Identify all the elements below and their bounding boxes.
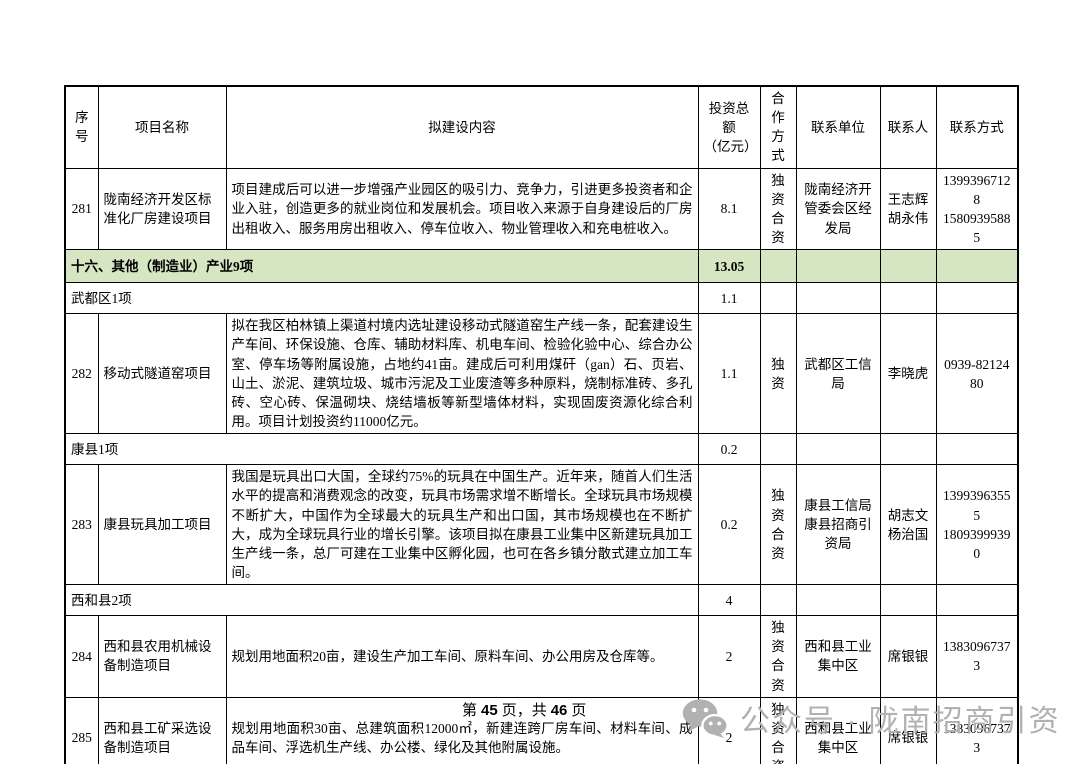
cell-content: 拟在我区柏林镇上渠道村境内选址建设移动式隧道窑生产线一条，配套建设生产车间、环保… — [225, 313, 699, 435]
total-page-number: 46 — [550, 702, 568, 719]
table-row-subsection-kangxian: 康县1项 0.2 — [64, 433, 1019, 466]
cell-no: 282 — [64, 313, 99, 435]
table-row-subsection-xihe: 西和县2项 4 — [64, 584, 1019, 617]
footer-text: 第 — [462, 703, 478, 719]
cell-contact-phone: 13830967373 — [935, 696, 1019, 764]
table-row-section-16: 十六、其他（制造业）产业9项 13.05 — [64, 249, 1019, 284]
cell-cooperation: 独资 — [759, 313, 797, 435]
footer-text: 页 — [571, 703, 587, 719]
page-number-footer: 第 45 页，共 46 页 — [462, 699, 586, 720]
header-cooperation: 合作 方式 — [759, 85, 797, 169]
cell-contact-person: 席银银 — [879, 615, 937, 698]
cell-cooperation: 独资 合资 — [759, 167, 797, 251]
empty-cell — [795, 433, 881, 466]
cell-contact-phone: 0939-8212480 — [935, 313, 1019, 435]
cell-contact-person: 胡志文 杨治国 — [879, 464, 937, 586]
empty-cell — [759, 584, 797, 617]
header-contact-phone: 联系方式 — [935, 85, 1019, 169]
table-row-project-282: 282 移动式隧道窑项目 拟在我区柏林镇上渠道村境内选址建设移动式隧道窑生产线一… — [64, 313, 1019, 435]
cell-no: 283 — [64, 464, 99, 586]
empty-cell — [795, 584, 881, 617]
wechat-watermark: 公众号 · 陇南招商引资 — [682, 696, 1061, 740]
table-row-subsection-wudu: 武都区1项 1.1 — [64, 282, 1019, 315]
cell-contact-phone: 13993967128 15809395885 — [935, 167, 1019, 251]
header-project-name: 项目名称 — [97, 85, 227, 169]
empty-cell — [935, 584, 1019, 617]
cell-contact-unit: 陇南经济开管委会区经发局 — [795, 167, 881, 251]
cell-project-name: 移动式隧道窑项目 — [97, 313, 227, 435]
header-content: 拟建设内容 — [225, 85, 699, 169]
subsection-label: 武都区1项 — [64, 282, 699, 315]
table-row-project-284: 284 西和县农用机械设备制造项目 规划用地面积20亩，建设生产加工车间、原料车… — [64, 615, 1019, 698]
subsection-label: 康县1项 — [64, 433, 699, 466]
cell-contact-unit: 西和县工业集中区 — [795, 615, 881, 698]
cell-contact-person: 李晓虎 — [879, 313, 937, 435]
empty-cell — [879, 249, 937, 284]
section-investment-total: 13.05 — [697, 249, 761, 284]
empty-cell — [935, 249, 1019, 284]
subsection-label: 西和县2项 — [64, 584, 699, 617]
cell-contact-unit: 西和县工业集中区 — [795, 696, 881, 764]
watermark-text: 公众号 · 陇南招商引资 — [740, 705, 1061, 738]
table-header-row: 序号 项目名称 拟建设内容 投资总额 （亿元） 合作 方式 联系单位 联系人 联… — [64, 85, 1019, 169]
cell-contact-person: 王志辉 胡永伟 — [879, 167, 937, 251]
cell-cooperation: 独资 合资 — [759, 615, 797, 698]
cell-contact-unit: 武都区工信局 — [795, 313, 881, 435]
table-row-project-283: 283 康县玩具加工项目 我国是玩具出口大国，全球约75%的玩具在中国生产。近年… — [64, 464, 1019, 586]
cell-project-name: 康县玩具加工项目 — [97, 464, 227, 586]
cell-no: 284 — [64, 615, 99, 698]
current-page-number: 45 — [481, 702, 498, 719]
cell-contact-unit: 康县工信局 康县招商引资局 — [795, 464, 881, 586]
cell-investment: 2 — [697, 615, 761, 698]
empty-cell — [879, 584, 937, 617]
empty-cell — [759, 282, 797, 315]
cell-no: 281 — [64, 167, 99, 251]
empty-cell — [759, 249, 797, 284]
cell-project-name: 西和县工矿采选设备制造项目 — [97, 696, 227, 764]
table-row-project-285: 285 西和县工矿采选设备制造项目 规划用地面积30亩、总建筑面积12000㎡，… — [64, 696, 1019, 764]
cell-content: 项目建成后可以进一步增强产业园区的吸引力、竞争力，引进更多投资者和企业入驻，创造… — [225, 167, 699, 251]
empty-cell — [935, 282, 1019, 315]
subsection-investment: 0.2 — [697, 433, 761, 466]
cell-content: 规划用地面积30亩、总建筑面积12000㎡，新建连跨厂房车间、材料车间、成品车间… — [225, 696, 699, 764]
subsection-investment: 4 — [697, 584, 761, 617]
cell-contact-phone: 13993963555 18093999390 — [935, 464, 1019, 586]
empty-cell — [879, 433, 937, 466]
cell-contact-phone: 13830967373 — [935, 615, 1019, 698]
empty-cell — [759, 433, 797, 466]
wechat-icon — [682, 698, 728, 738]
header-investment: 投资总额 （亿元） — [697, 85, 761, 169]
cell-cooperation: 独资 合资 — [759, 696, 797, 764]
cell-investment: 1.1 — [697, 313, 761, 435]
cell-content: 规划用地面积20亩，建设生产加工车间、原料车间、办公用房及仓库等。 — [225, 615, 699, 698]
footer-text: 页，共 — [501, 703, 547, 719]
cell-project-name: 西和县农用机械设备制造项目 — [97, 615, 227, 698]
cell-investment: 0.2 — [697, 464, 761, 586]
cell-content: 我国是玩具出口大国，全球约75%的玩具在中国生产。近年来，随首人们生活水平的提高… — [225, 464, 699, 586]
cell-investment: 8.1 — [697, 167, 761, 251]
header-contact-unit: 联系单位 — [795, 85, 881, 169]
projects-table: 序号 项目名称 拟建设内容 投资总额 （亿元） 合作 方式 联系单位 联系人 联… — [64, 85, 1019, 764]
cell-no: 285 — [64, 696, 99, 764]
empty-cell — [795, 282, 881, 315]
section-label: 十六、其他（制造业）产业9项 — [64, 249, 699, 284]
empty-cell — [795, 249, 881, 284]
empty-cell — [935, 433, 1019, 466]
table-row-project-281: 281 陇南经济开发区标准化厂房建设项目 项目建成后可以进一步增强产业园区的吸引… — [64, 167, 1019, 251]
cell-cooperation: 独资 合资 — [759, 464, 797, 586]
header-contact-person: 联系人 — [879, 85, 937, 169]
cell-project-name: 陇南经济开发区标准化厂房建设项目 — [97, 167, 227, 251]
subsection-investment: 1.1 — [697, 282, 761, 315]
header-no: 序号 — [64, 85, 99, 169]
empty-cell — [879, 282, 937, 315]
cell-contact-person: 席银银 — [879, 696, 937, 764]
